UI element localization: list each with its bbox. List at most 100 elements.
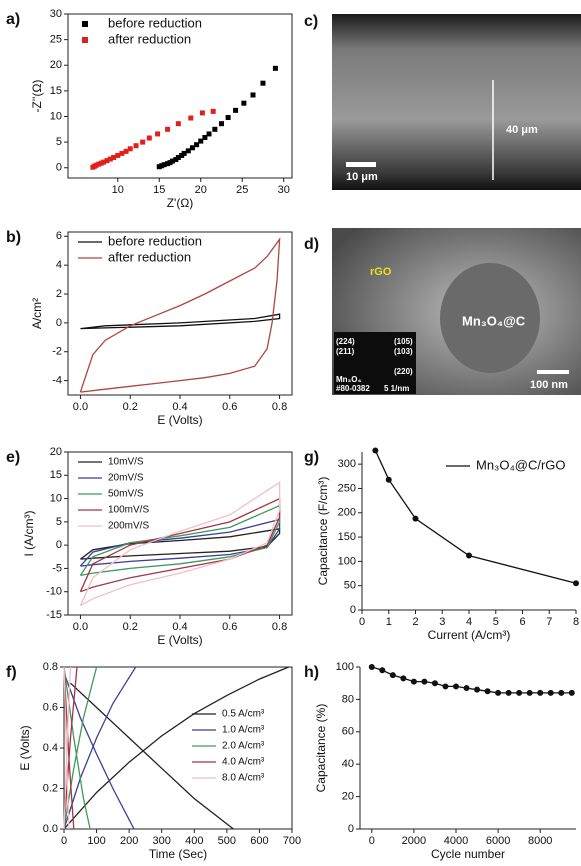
image-text: 5 1/nm [384, 384, 409, 393]
y-tick-label: 25 [50, 34, 62, 46]
y-tick-label: 20 [50, 446, 62, 458]
series-line [79, 481, 281, 607]
panel-label: h) [304, 664, 319, 681]
x-axis-label: E (Volts) [157, 413, 202, 427]
image-text: (105) [394, 337, 413, 346]
legend-label: 20mV/S [108, 473, 144, 484]
legend-label: Mn₃O₄@C/rGO [476, 457, 566, 472]
x-tick-label: 20 [195, 184, 207, 196]
image-text: (220) [394, 367, 413, 376]
legend-label: 1.0 A/cm³ [222, 725, 265, 736]
point [368, 664, 375, 670]
point [389, 672, 396, 679]
legend-label: 0.5 A/cm³ [222, 709, 265, 720]
point [198, 138, 204, 144]
legend-swatch [82, 37, 88, 43]
series-line [80, 528, 281, 560]
y-axis-label: Capacitance (%) [314, 704, 328, 793]
series-line [63, 666, 137, 830]
image-text: 10 μm [346, 171, 378, 183]
x-axis-label: Current (A/cm³) [428, 628, 511, 642]
y-tick-label: 0 [348, 823, 354, 835]
y-tick-label: 100 [336, 661, 354, 673]
x-tick-label: 200 [120, 835, 138, 847]
y-tick-label: 30 [50, 8, 62, 20]
image-text: 40 μm [506, 124, 538, 136]
point [474, 686, 481, 693]
x-tick-label: 700 [283, 835, 301, 847]
y-axis-label: A/cm² [30, 298, 44, 329]
point [175, 121, 181, 127]
y-tick-label: 5 [56, 516, 62, 528]
point [260, 80, 266, 86]
point [107, 156, 113, 162]
y-tick-label: 2 [56, 288, 62, 300]
legend-label: after reduction [108, 249, 191, 264]
y-tick-label: 40 [342, 758, 354, 770]
point [111, 155, 117, 160]
point [379, 667, 386, 674]
series-line [79, 237, 281, 393]
point [181, 150, 187, 156]
x-tick-label: 6 [519, 616, 525, 628]
point [101, 159, 107, 165]
legend-label: 200mV/S [108, 521, 149, 532]
x-tick-label: 15 [153, 184, 165, 196]
x-tick-label: 2 [412, 616, 418, 628]
x-tick-label: 0.2 [123, 401, 138, 413]
series-line [79, 497, 281, 593]
point [272, 65, 278, 71]
point [400, 675, 407, 682]
x-tick-label: 8 [573, 616, 579, 628]
point [210, 108, 216, 114]
panel-label: g) [304, 449, 319, 466]
x-tick-label: 0 [369, 835, 375, 847]
image-text: Mn₃O₄ [336, 375, 361, 384]
y-tick-label: -4 [52, 374, 62, 386]
x-tick-label: 7 [546, 616, 552, 628]
y-tick-label: 300 [338, 458, 356, 470]
y-tick-label: 100 [338, 555, 356, 567]
y-tick-label: 5 [56, 136, 62, 148]
point [188, 115, 194, 121]
point [212, 126, 218, 132]
x-tick-label: 25 [236, 184, 248, 196]
point [466, 552, 472, 559]
point [241, 100, 247, 106]
x-tick-label: 0.6 [222, 621, 237, 633]
x-tick-label: 0.0 [73, 621, 88, 633]
image-text: (224) [336, 337, 355, 346]
y-tick-label: -5 [52, 562, 62, 574]
point [127, 146, 133, 152]
point [484, 688, 491, 695]
panel-label: d) [304, 236, 319, 253]
point [573, 580, 579, 587]
point [185, 148, 191, 154]
x-tick-label: 0.4 [172, 401, 187, 413]
x-axis-label: Cycle number [431, 847, 505, 861]
x-tick-label: 8000 [528, 835, 552, 847]
point [155, 131, 161, 137]
x-tick-label: 2000 [402, 835, 426, 847]
x-tick-label: 300 [153, 835, 171, 847]
image-text: rGO [370, 266, 392, 278]
point [372, 447, 379, 454]
point [412, 515, 419, 522]
legend-label: 4.0 A/cm³ [222, 757, 265, 768]
point [526, 689, 533, 696]
y-tick-label: 0.8 [43, 661, 58, 673]
x-tick-label: 400 [185, 835, 203, 847]
panel-label: f) [6, 664, 17, 681]
y-tick-label: 20 [342, 791, 354, 803]
point [495, 689, 502, 696]
x-tick-label: 4 [466, 616, 472, 628]
y-tick-label: 0 [350, 604, 356, 616]
point [410, 678, 417, 685]
x-tick-label: 0 [359, 616, 365, 628]
y-axis-label: -Z''(Ω) [30, 80, 44, 113]
y-tick-label: 4 [56, 259, 62, 271]
y-tick-label: 250 [338, 482, 356, 494]
legend-label: after reduction [108, 31, 191, 46]
point [537, 689, 544, 696]
y-axis-label: E (Volts) [18, 725, 32, 770]
